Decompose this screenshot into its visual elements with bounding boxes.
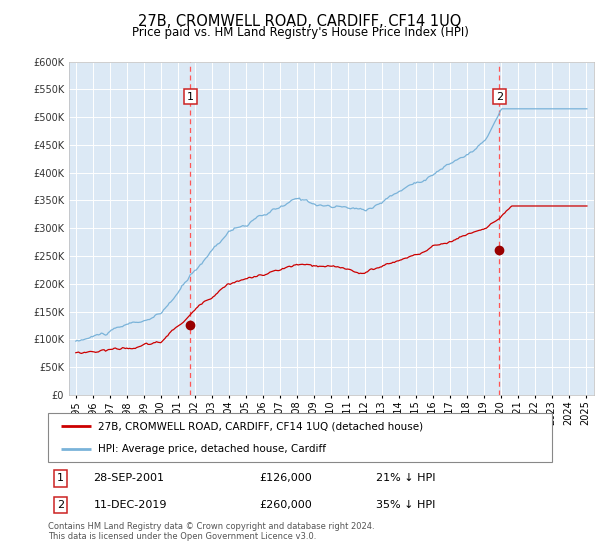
Text: 11-DEC-2019: 11-DEC-2019 [94,500,167,510]
Text: Contains HM Land Registry data © Crown copyright and database right 2024.
This d: Contains HM Land Registry data © Crown c… [48,522,374,542]
Text: 2: 2 [57,500,64,510]
Text: 1: 1 [187,92,194,101]
Text: 27B, CROMWELL ROAD, CARDIFF, CF14 1UQ: 27B, CROMWELL ROAD, CARDIFF, CF14 1UQ [139,14,461,29]
Text: 1: 1 [57,473,64,483]
Text: £126,000: £126,000 [260,473,313,483]
Text: 2: 2 [496,92,503,101]
Text: £260,000: £260,000 [260,500,313,510]
Text: 35% ↓ HPI: 35% ↓ HPI [376,500,435,510]
Text: 21% ↓ HPI: 21% ↓ HPI [376,473,435,483]
Text: HPI: Average price, detached house, Cardiff: HPI: Average price, detached house, Card… [98,444,326,454]
Text: 28-SEP-2001: 28-SEP-2001 [94,473,164,483]
Text: 27B, CROMWELL ROAD, CARDIFF, CF14 1UQ (detached house): 27B, CROMWELL ROAD, CARDIFF, CF14 1UQ (d… [98,421,424,431]
FancyBboxPatch shape [48,413,552,462]
Text: Price paid vs. HM Land Registry's House Price Index (HPI): Price paid vs. HM Land Registry's House … [131,26,469,39]
